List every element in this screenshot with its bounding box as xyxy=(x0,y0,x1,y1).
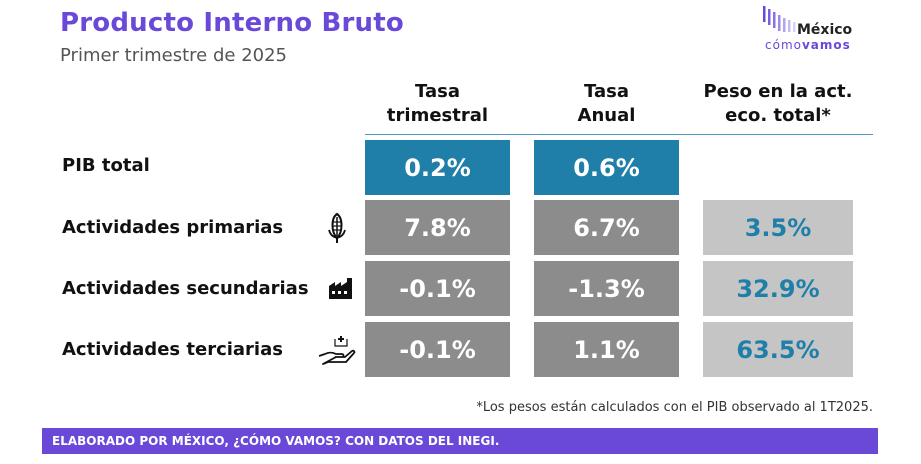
row-label-primarias: Actividades primarias xyxy=(62,217,284,238)
column-header-weight-line1: Peso en la act. xyxy=(703,81,853,102)
cell-primarias-annual: 6.7% xyxy=(534,200,679,255)
column-header-annual-line2: Anual xyxy=(577,105,636,126)
column-header-quarterly: Tasa trimestral xyxy=(365,80,510,128)
cell-secundarias-weight: 32.9% xyxy=(703,261,853,316)
row-label-pib-total: PIB total xyxy=(62,155,150,176)
page-subtitle: Primer trimestre de 2025 xyxy=(60,45,288,66)
logo-tagline-bold: vamos xyxy=(801,38,851,52)
row-label-secundarias: Actividades secundarias xyxy=(62,278,309,299)
cell-pib-annual: 0.6% xyxy=(534,140,679,195)
column-header-weight-line2: eco. total* xyxy=(725,105,831,126)
cell-secundarias-annual: -1.3% xyxy=(534,261,679,316)
column-header-annual: Tasa Anual xyxy=(534,80,679,128)
footnote: *Los pesos están calculados con el PIB o… xyxy=(476,400,873,415)
cell-pib-quarterly: 0.2% xyxy=(365,140,510,195)
mexico-como-vamos-logo: México cómovamos xyxy=(760,6,870,54)
cell-terciarias-quarterly: -0.1% xyxy=(365,322,510,377)
column-header-weight: Peso en la act. eco. total* xyxy=(688,80,868,128)
logo-tagline: cómovamos xyxy=(765,38,851,52)
cell-terciarias-annual: 1.1% xyxy=(534,322,679,377)
cell-terciarias-weight: 63.5% xyxy=(703,322,853,377)
cell-secundarias-quarterly: -0.1% xyxy=(365,261,510,316)
factory-icon xyxy=(329,278,352,299)
corn-icon xyxy=(328,212,346,243)
column-header-quarterly-line1: Tasa xyxy=(415,81,460,102)
row-label-terciarias: Actividades terciarias xyxy=(62,339,283,360)
cell-primarias-weight: 3.5% xyxy=(703,200,853,255)
column-header-quarterly-line2: trimestral xyxy=(386,105,489,126)
footer-banner: ELABORADO POR MÉXICO, ¿CÓMO VAMOS? CON D… xyxy=(42,428,878,454)
logo-bars-icon xyxy=(763,6,796,32)
cell-primarias-quarterly: 7.8% xyxy=(365,200,510,255)
page-title: Producto Interno Bruto xyxy=(60,8,404,38)
column-header-annual-line1: Tasa xyxy=(584,81,629,102)
logo-name: México xyxy=(797,22,853,38)
logo-tagline-light: cómo xyxy=(765,38,802,52)
header-divider xyxy=(365,134,873,135)
hand-plus-icon xyxy=(318,336,356,365)
